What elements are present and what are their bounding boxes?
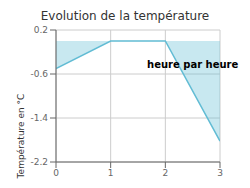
svg-text:-0.6: -0.6 <box>30 69 48 79</box>
svg-text:0: 0 <box>53 168 59 178</box>
svg-text:1: 1 <box>108 168 114 178</box>
svg-text:-2.2: -2.2 <box>30 157 48 167</box>
svg-text:heure par heure: heure par heure <box>147 59 238 70</box>
svg-text:-1.4: -1.4 <box>30 113 48 123</box>
html-text:Evolution de la température: Evolution de la température <box>40 9 210 23</box>
svg-text:Température en °C: Température en °C <box>16 94 26 180</box>
svg-text:0.2: 0.2 <box>34 25 48 35</box>
svg-text:2: 2 <box>162 168 168 178</box>
svg-text:3: 3 <box>217 168 223 178</box>
